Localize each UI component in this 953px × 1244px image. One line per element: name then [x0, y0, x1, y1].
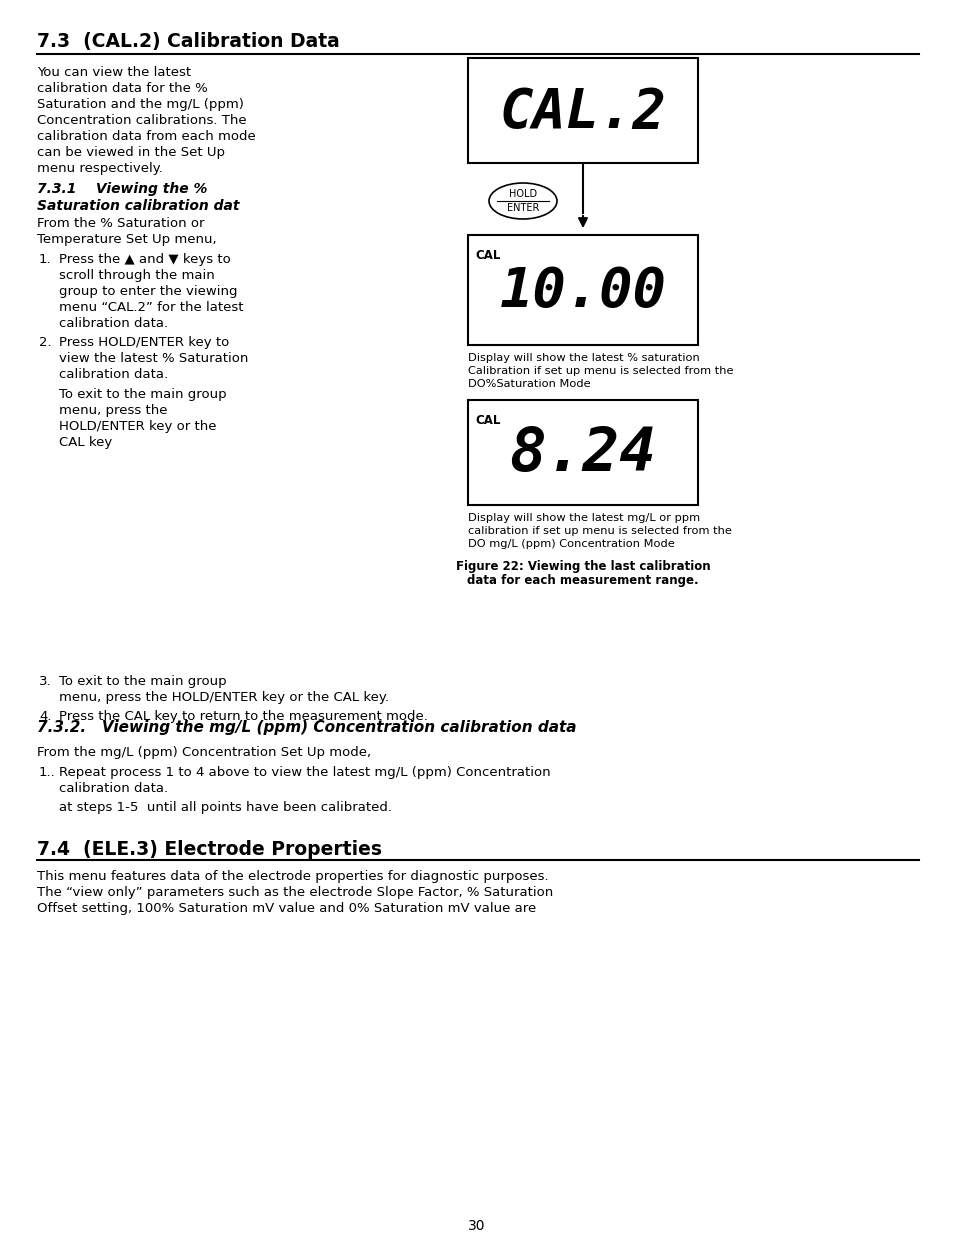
Text: data for each measurement range.: data for each measurement range.: [467, 573, 699, 587]
Text: 10.00: 10.00: [499, 265, 666, 318]
Text: CAL.2: CAL.2: [499, 86, 666, 139]
Text: DO%Saturation Mode: DO%Saturation Mode: [468, 379, 590, 389]
Text: 7.4  (ELE.3) Electrode Properties: 7.4 (ELE.3) Electrode Properties: [37, 840, 381, 860]
Text: Display will show the latest % saturation: Display will show the latest % saturatio…: [468, 353, 699, 363]
Text: calibration data.: calibration data.: [59, 317, 168, 330]
Text: Display will show the latest mg/L or ppm: Display will show the latest mg/L or ppm: [468, 513, 700, 522]
Text: calibration data for the %: calibration data for the %: [37, 82, 208, 95]
Text: Saturation calibration dat: Saturation calibration dat: [37, 199, 239, 213]
Text: 2.: 2.: [39, 336, 51, 350]
Text: HOLD: HOLD: [508, 189, 537, 199]
Bar: [468, 58, 698, 163]
Text: Repeat process 1 to 4 above to view the latest mg/L (ppm) Concentration: Repeat process 1 to 4 above to view the …: [59, 766, 550, 779]
Text: 8.24: 8.24: [509, 425, 656, 484]
Text: 7.3.1    Viewing the %: 7.3.1 Viewing the %: [37, 182, 207, 197]
Text: This menu features data of the electrode properties for diagnostic purposes.: This menu features data of the electrode…: [37, 870, 548, 883]
Text: CAL: CAL: [475, 414, 500, 427]
Text: 3.: 3.: [39, 675, 51, 688]
Text: calibration data.: calibration data.: [59, 368, 168, 381]
Text: view the latest % Saturation: view the latest % Saturation: [59, 352, 248, 364]
Text: Concentration calibrations. The: Concentration calibrations. The: [37, 114, 247, 127]
Text: menu respectively.: menu respectively.: [37, 162, 163, 175]
Text: scroll through the main: scroll through the main: [59, 269, 214, 282]
Text: can be viewed in the Set Up: can be viewed in the Set Up: [37, 146, 225, 159]
Bar: [468, 235, 698, 345]
Text: 4.: 4.: [39, 710, 51, 723]
Text: menu “CAL.2” for the latest: menu “CAL.2” for the latest: [59, 301, 243, 313]
Text: menu, press the: menu, press the: [59, 404, 168, 417]
Text: Temperature Set Up menu,: Temperature Set Up menu,: [37, 233, 216, 246]
Text: ENTER: ENTER: [506, 203, 538, 213]
Text: To exit to the main group: To exit to the main group: [59, 675, 227, 688]
Text: Saturation and the mg/L (ppm): Saturation and the mg/L (ppm): [37, 98, 244, 111]
Text: Offset setting, 100% Saturation mV value and 0% Saturation mV value are: Offset setting, 100% Saturation mV value…: [37, 902, 536, 916]
Text: CAL: CAL: [475, 249, 500, 262]
Text: menu, press the HOLD/ENTER key or the CAL key.: menu, press the HOLD/ENTER key or the CA…: [59, 690, 389, 704]
Text: HOLD/ENTER key or the: HOLD/ENTER key or the: [59, 420, 216, 433]
Text: Press the ▲ and ▼ keys to: Press the ▲ and ▼ keys to: [59, 253, 231, 266]
Bar: [468, 401, 698, 505]
Text: From the mg/L (ppm) Concentration Set Up mode,: From the mg/L (ppm) Concentration Set Up…: [37, 746, 371, 759]
Text: Calibration if set up menu is selected from the: Calibration if set up menu is selected f…: [468, 366, 733, 376]
Text: at steps 1-5  until all points have been calibrated.: at steps 1-5 until all points have been …: [59, 801, 392, 814]
Text: calibration if set up menu is selected from the: calibration if set up menu is selected f…: [468, 526, 731, 536]
Text: calibration data from each mode: calibration data from each mode: [37, 131, 255, 143]
Text: Press the CAL key to return to the measurement mode.: Press the CAL key to return to the measu…: [59, 710, 428, 723]
Text: calibration data.: calibration data.: [59, 782, 168, 795]
Text: CAL key: CAL key: [59, 435, 112, 449]
Text: The “view only” parameters such as the electrode Slope Factor, % Saturation: The “view only” parameters such as the e…: [37, 886, 553, 899]
Text: 7.3.2.   Viewing the mg/L (ppm) Concentration calibration data: 7.3.2. Viewing the mg/L (ppm) Concentrat…: [37, 720, 576, 735]
Text: To exit to the main group: To exit to the main group: [59, 388, 227, 401]
Ellipse shape: [489, 183, 557, 219]
Text: DO mg/L (ppm) Concentration Mode: DO mg/L (ppm) Concentration Mode: [468, 539, 674, 549]
Text: You can view the latest: You can view the latest: [37, 66, 191, 80]
Text: Press HOLD/ENTER key to: Press HOLD/ENTER key to: [59, 336, 229, 350]
Text: 30: 30: [468, 1219, 485, 1233]
Text: 1..: 1..: [39, 766, 55, 779]
Text: 1.: 1.: [39, 253, 51, 266]
Text: Figure 22: Viewing the last calibration: Figure 22: Viewing the last calibration: [456, 560, 710, 573]
Text: 7.3  (CAL.2) Calibration Data: 7.3 (CAL.2) Calibration Data: [37, 32, 339, 51]
Text: group to enter the viewing: group to enter the viewing: [59, 285, 237, 299]
Text: From the % Saturation or: From the % Saturation or: [37, 216, 204, 230]
